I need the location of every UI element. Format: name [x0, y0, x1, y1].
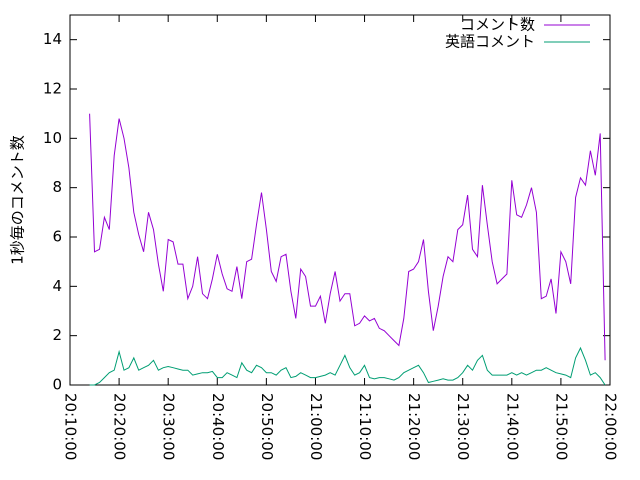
- x-tick-label: 20:40:00: [209, 393, 227, 460]
- x-tick-label: 21:30:00: [454, 393, 472, 460]
- x-tick-label: 21:40:00: [503, 393, 521, 460]
- y-tick-label: 2: [52, 326, 62, 344]
- y-tick-label: 0: [52, 376, 62, 394]
- y-tick-label: 4: [52, 277, 62, 295]
- x-tick-label: 20:30:00: [160, 393, 178, 460]
- series-line: [89, 113, 606, 361]
- y-tick-label: 14: [43, 30, 62, 48]
- x-tick-label: 20:10:00: [62, 393, 80, 460]
- x-tick-label: 20:20:00: [111, 393, 129, 460]
- y-tick-label: 8: [52, 178, 62, 196]
- legend-label: 英語コメント: [445, 33, 535, 51]
- x-tick-label: 21:50:00: [552, 393, 570, 460]
- x-tick-label: 20:50:00: [258, 393, 276, 460]
- y-tick-label: 6: [52, 228, 62, 246]
- y-axis-label: 1秒毎のコメント数: [9, 135, 27, 265]
- x-tick-label: 21:00:00: [307, 393, 325, 460]
- y-tick-label: 12: [43, 80, 62, 98]
- legend-label: コメント数: [460, 16, 535, 34]
- x-tick-label: 21:20:00: [405, 393, 423, 460]
- y-tick-label: 10: [43, 129, 62, 147]
- series-line: [89, 346, 606, 386]
- x-tick-label: 21:10:00: [356, 393, 374, 460]
- plot-border: [69, 14, 611, 386]
- x-tick-label: 22:00:00: [602, 393, 620, 460]
